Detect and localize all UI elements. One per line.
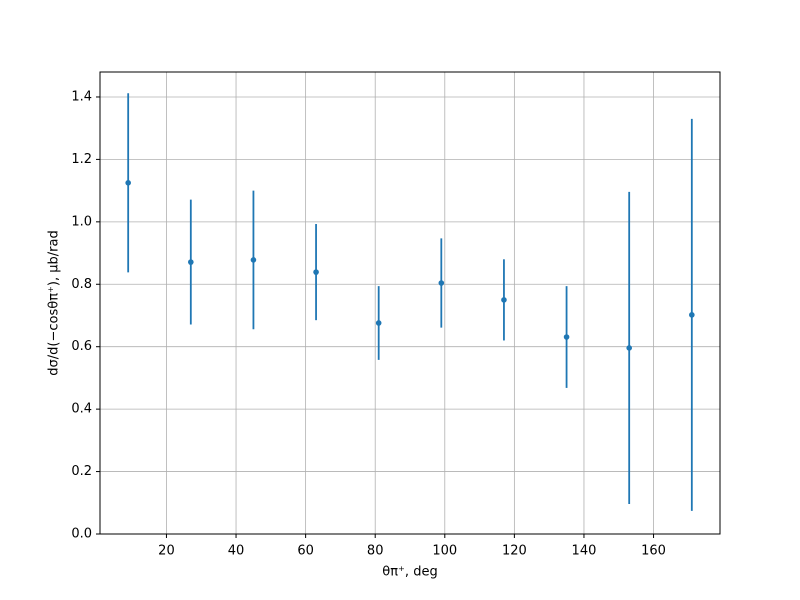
y-tick-label: 1.2: [71, 152, 92, 167]
y-tick-label: 1.0: [71, 214, 92, 229]
point: [689, 312, 695, 318]
x-tick-label: 80: [367, 544, 384, 559]
y-tick-label: 1.4: [71, 89, 92, 104]
point: [125, 180, 131, 186]
point: [250, 257, 257, 263]
point: [563, 334, 570, 340]
point: [501, 297, 507, 303]
x-tick-label: 40: [228, 544, 245, 559]
point: [375, 320, 382, 326]
y-tick-label: 0.8: [71, 277, 92, 292]
x-tick-label: 140: [572, 544, 597, 559]
y-tick-label: 0.2: [71, 464, 92, 479]
x-tick-label: 20: [158, 544, 175, 559]
point: [626, 345, 632, 351]
point: [313, 269, 319, 275]
y-tick-label: 0.6: [71, 339, 92, 354]
x-axis-label: θπ⁺, deg: [382, 565, 437, 580]
y-tick-label: 0.0: [71, 527, 92, 542]
y-axis-label: dσ/d(−cosθπ⁺), μb/rad: [47, 230, 62, 375]
x-tick-label: 100: [432, 544, 457, 559]
point: [188, 259, 194, 265]
plot-frame: [99, 71, 721, 535]
y-tick-label: 0.4: [71, 402, 92, 417]
x-tick-label: 160: [641, 544, 666, 559]
point: [438, 280, 445, 286]
x-tick-label: 120: [502, 544, 527, 559]
x-tick-label: 60: [297, 544, 314, 559]
